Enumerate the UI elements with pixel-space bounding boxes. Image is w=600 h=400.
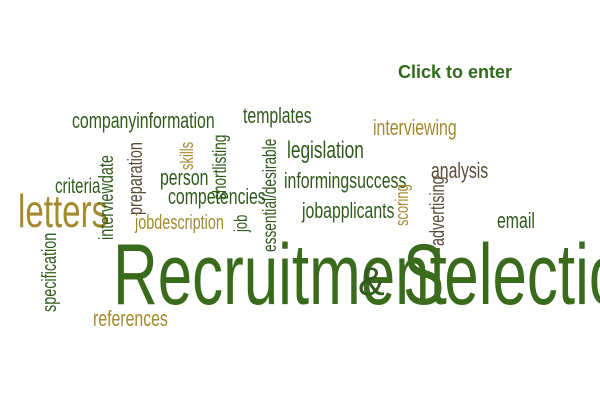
word-scoring: scoring — [392, 184, 412, 226]
word-jobdescription: jobdescription — [135, 212, 224, 234]
word-competencies: competencies — [168, 184, 266, 209]
word-skills: skills — [177, 141, 197, 170]
word-analysis: analysis — [431, 158, 489, 183]
word-references: references — [93, 306, 168, 331]
word-interviewing: interviewing — [373, 115, 457, 140]
word-criteria: criteria — [55, 175, 101, 198]
click-to-enter-link[interactable]: Click to enter — [398, 62, 513, 82]
word-letters: letters — [18, 185, 109, 237]
title-recruitment: Recruitment — [113, 227, 447, 323]
word-specification: specification — [39, 232, 61, 312]
word-legislation: legislation — [287, 137, 364, 164]
word-shortlisting: shortlisting — [210, 134, 231, 200]
word-preparation: preparation — [125, 142, 147, 215]
word-templates: templates — [243, 103, 312, 128]
word-companyinformation: companyinformation — [72, 108, 215, 133]
title-selection: Selection — [403, 227, 600, 323]
word-jobapplicants: jobapplicants — [302, 198, 395, 223]
word-email: email — [497, 208, 535, 233]
title-ampersand: & — [358, 260, 385, 304]
word-person: person — [160, 165, 209, 190]
word-informingsuccess: informingsuccess — [284, 168, 407, 193]
